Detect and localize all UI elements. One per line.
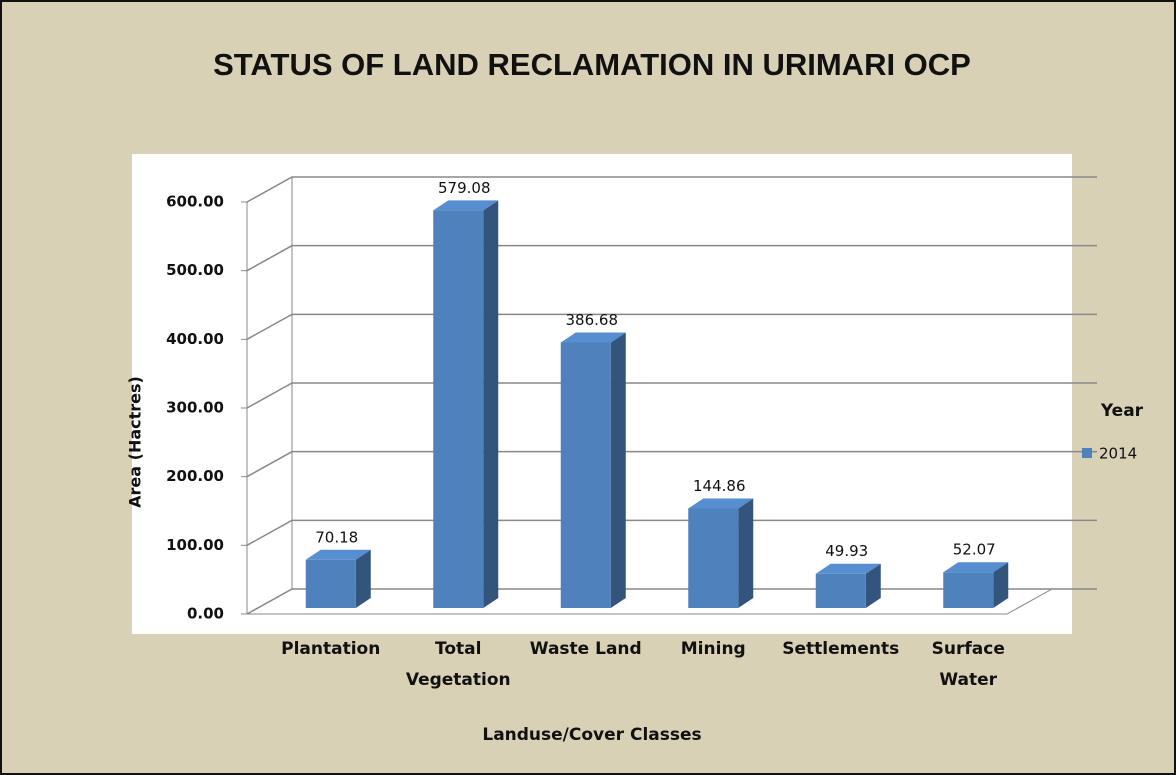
bar-top — [433, 200, 499, 211]
bar-front — [433, 210, 484, 609]
bar-top — [943, 562, 1009, 573]
y-tick-label: 400.00 — [166, 330, 224, 348]
legend-title: Year — [1100, 401, 1144, 421]
x-tick-label: Settlements — [782, 639, 900, 659]
bar — [305, 549, 371, 608]
bar-front — [815, 573, 866, 608]
grid-line — [246, 382, 1097, 409]
y-tick-label: 600.00 — [166, 193, 224, 211]
bar-top — [305, 549, 371, 560]
data-label: 386.68 — [566, 311, 619, 329]
data-label: 579.08 — [438, 179, 491, 197]
x-axis-label: Landuse/Cover Classes — [482, 725, 702, 745]
y-tick-label: 300.00 — [166, 399, 224, 417]
bar-side — [483, 200, 499, 609]
data-label: 144.86 — [693, 477, 746, 495]
grid-line — [246, 244, 1097, 272]
bar-side — [738, 498, 754, 608]
x-tick-label: Total Vegetation — [405, 639, 511, 690]
bar-front — [560, 342, 611, 608]
x-tick-label: Plantation — [281, 639, 381, 659]
bar — [688, 498, 754, 608]
bar-side — [993, 562, 1009, 608]
x-tick-label: Waste Land — [529, 639, 642, 659]
legend-label: 2014 — [1099, 445, 1137, 463]
bar — [815, 563, 881, 608]
bar-side — [355, 549, 371, 608]
bar-top — [560, 332, 626, 343]
grid-line — [246, 176, 1097, 203]
bar-front — [305, 559, 356, 608]
y-tick-label: 200.00 — [166, 467, 224, 485]
data-label: 52.07 — [953, 541, 996, 559]
bar-front — [688, 508, 739, 608]
y-tick-label: 500.00 — [166, 261, 224, 279]
chart-title: STATUS OF LAND RECLAMATION IN URIMARI OC… — [213, 47, 971, 82]
x-tick-label: Surface Water — [931, 639, 1005, 690]
x-tick-label: Mining — [680, 639, 746, 659]
bar-side — [610, 332, 626, 608]
y-tick-label: 100.00 — [166, 536, 224, 554]
grid-line — [246, 313, 1097, 340]
grid-line — [246, 450, 1097, 478]
bar — [560, 332, 626, 608]
data-label: 49.93 — [825, 542, 868, 560]
bar-front — [943, 572, 994, 608]
y-axis-label: Area (Hactres) — [126, 376, 145, 508]
legend-swatch — [1082, 448, 1092, 458]
bar — [433, 200, 499, 609]
bar-top — [815, 563, 881, 574]
bar-top — [688, 498, 754, 509]
y-tick-label: 0.00 — [187, 605, 224, 623]
data-label: 70.18 — [315, 528, 358, 546]
bar-side — [865, 563, 881, 608]
grid-line — [246, 519, 1097, 546]
bar — [943, 562, 1009, 608]
